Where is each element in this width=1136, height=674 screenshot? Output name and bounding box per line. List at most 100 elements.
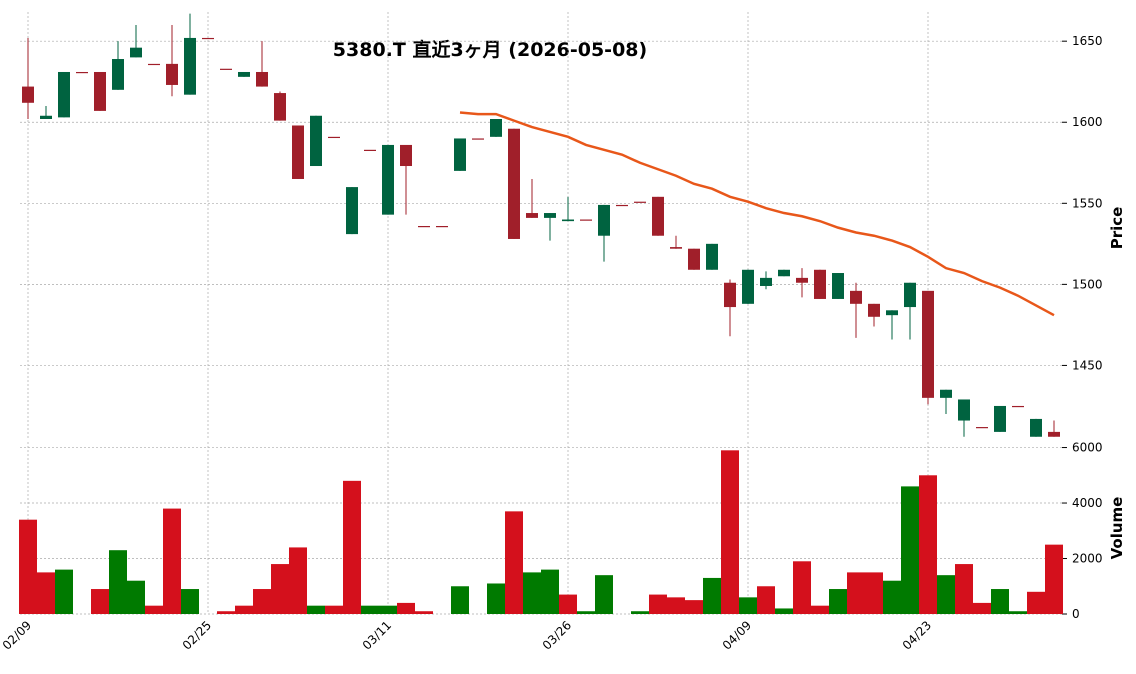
volume-bar	[109, 550, 127, 614]
volume-bar	[991, 589, 1009, 614]
candle-body	[328, 136, 340, 139]
x-tick-label: 04/09	[720, 618, 754, 652]
volume-tick-label: 0	[1072, 607, 1080, 621]
candle-body	[598, 204, 610, 236]
x-tick-label: 02/25	[180, 618, 214, 652]
candle-body	[634, 201, 646, 203]
volume-bar	[163, 508, 181, 614]
x-tick-label: 04/23	[900, 618, 934, 652]
volume-bar	[667, 597, 685, 614]
volume-bar	[739, 597, 757, 614]
candle-body	[778, 269, 790, 277]
volume-bar	[505, 511, 523, 614]
volume-bar	[55, 569, 73, 614]
candle-body	[382, 144, 394, 215]
volume-bar	[775, 608, 793, 614]
candle-body	[652, 196, 664, 236]
candle-body	[472, 138, 484, 140]
volume-bar	[19, 519, 37, 614]
y-tick-label: 1450	[1072, 358, 1103, 372]
volume-bar	[577, 611, 595, 614]
volume-bar	[973, 602, 991, 614]
candle-body	[1048, 431, 1060, 437]
candle-body	[364, 149, 376, 152]
candle-body	[22, 86, 34, 103]
candle-body	[706, 243, 718, 270]
volume-bar	[289, 547, 307, 614]
volume-bar	[397, 602, 415, 614]
volume-bar	[325, 605, 343, 614]
y-tick-label: 1500	[1072, 277, 1103, 291]
volume-bar	[541, 569, 559, 614]
volume-bar	[757, 586, 775, 614]
candle-body	[202, 37, 214, 40]
candle-body	[76, 71, 88, 74]
volume-bar	[721, 450, 739, 614]
volume-bar	[451, 586, 469, 614]
candle-body	[760, 277, 772, 286]
candle-body	[310, 115, 322, 167]
volume-bar	[937, 575, 955, 614]
candle-body	[850, 290, 862, 304]
candle-body	[400, 144, 412, 167]
candle-body	[922, 290, 934, 398]
volume-bar	[217, 611, 235, 614]
candle-body	[58, 71, 70, 118]
volume-bar	[253, 589, 271, 614]
volume-tick-label: 6000	[1072, 441, 1103, 455]
candle-body	[886, 310, 898, 316]
volume-bar	[901, 486, 919, 614]
y-tick-label: 1600	[1072, 115, 1103, 129]
candle-body	[346, 187, 358, 235]
y-tick-label: 1650	[1072, 34, 1103, 48]
volume-bar	[1045, 544, 1063, 614]
volume-bar	[181, 589, 199, 614]
volume-bar	[793, 561, 811, 614]
candle-body	[796, 277, 808, 283]
candle-body	[580, 219, 592, 221]
candle-body	[220, 68, 232, 70]
candle-body	[508, 128, 520, 239]
volume-bar	[595, 575, 613, 614]
volume-axis-label: Volume	[1108, 497, 1126, 560]
volume-bar	[523, 572, 541, 614]
candle-body	[724, 282, 736, 308]
volume-bar	[91, 589, 109, 614]
volume-bar	[1009, 611, 1027, 614]
volume-bar	[271, 564, 289, 614]
candle-body	[670, 247, 682, 249]
volume-bar	[631, 611, 649, 614]
candle-body	[454, 138, 466, 171]
volume-bar	[829, 589, 847, 614]
candle-body	[616, 204, 628, 207]
candle-body	[868, 303, 880, 317]
volume-bar	[343, 480, 361, 614]
candle-body	[832, 273, 844, 299]
candle-body	[112, 59, 124, 90]
volume-bar	[379, 605, 397, 614]
moving-average-line	[459, 111, 1055, 317]
volume-bar	[703, 577, 721, 614]
candle-body	[418, 226, 430, 228]
volume-bar	[415, 611, 433, 614]
volume-bar	[955, 564, 973, 614]
candle-body	[256, 71, 268, 87]
candle-body	[940, 389, 952, 398]
volume-bar	[235, 605, 253, 614]
candle-body	[40, 115, 52, 119]
candle-body	[184, 37, 196, 95]
volume-bar	[127, 580, 145, 614]
volume-bar	[883, 580, 901, 614]
volume-bar	[307, 605, 325, 614]
candle-body	[544, 213, 556, 218]
volume-tick-label: 4000	[1072, 496, 1103, 510]
candle-body	[148, 63, 160, 66]
volume-bar	[847, 572, 865, 614]
candle-body	[688, 248, 700, 270]
candle-body	[562, 219, 574, 222]
candle-body	[166, 63, 178, 85]
volume-bar	[559, 594, 577, 614]
chart-title: 5380.T 直近3ヶ月 (2026-05-08)	[333, 38, 647, 61]
candle-body	[526, 213, 538, 218]
